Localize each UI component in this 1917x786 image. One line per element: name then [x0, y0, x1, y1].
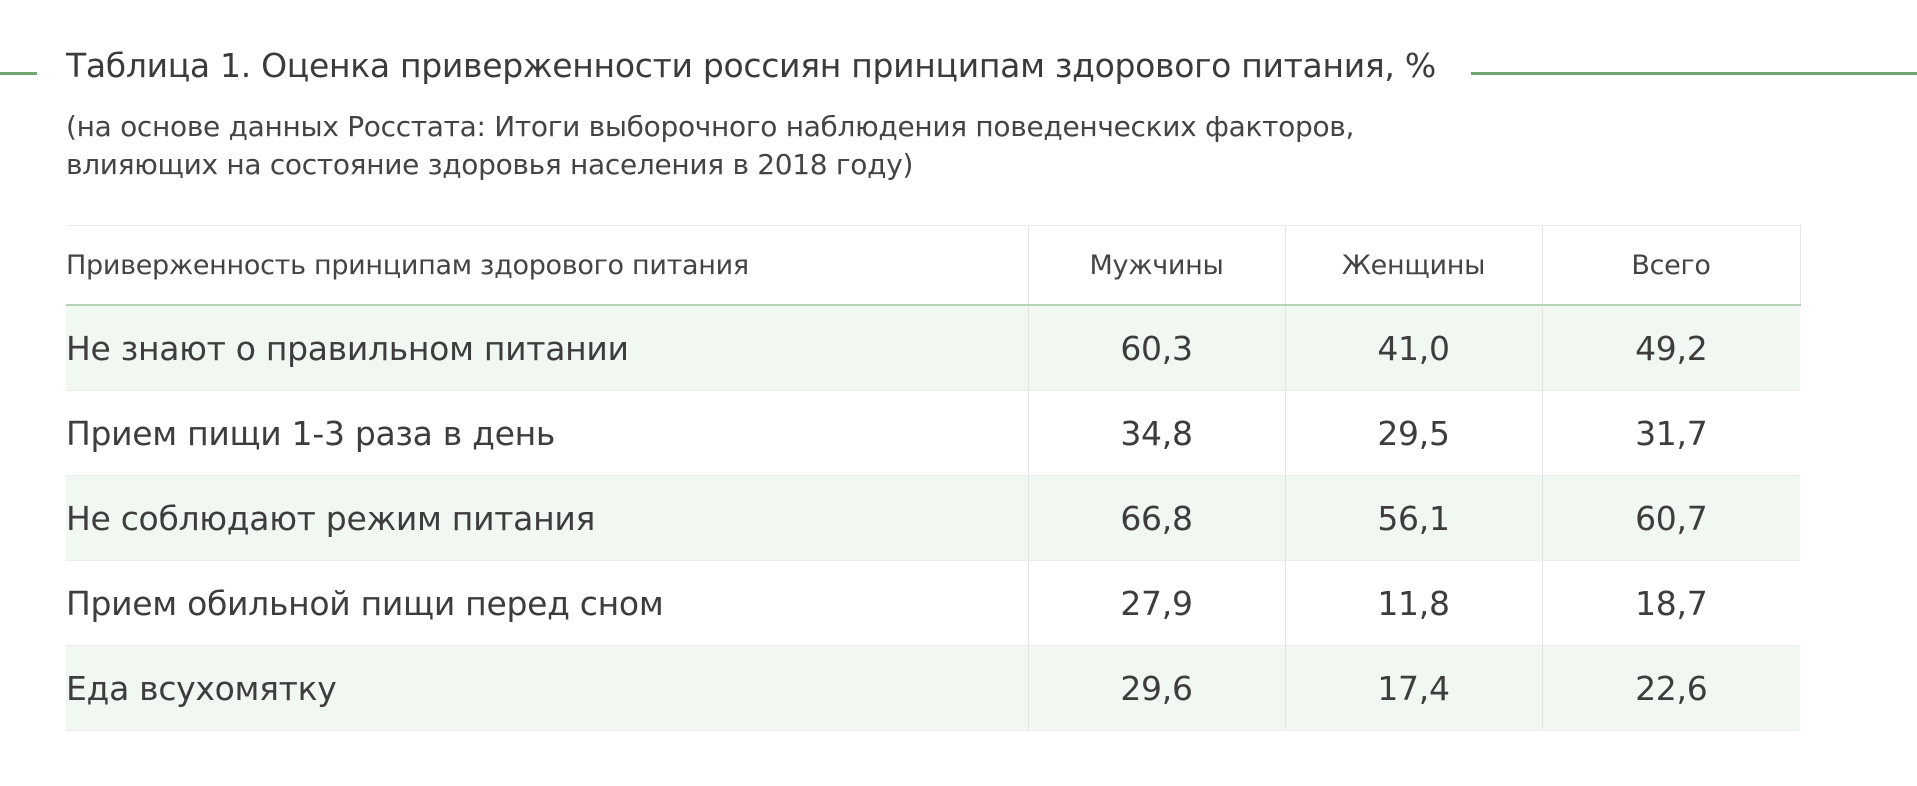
cell-men: 34,8	[1027, 390, 1285, 476]
table-subtitle: (на основе данных Росстата: Итоги выборо…	[66, 110, 1355, 181]
header-adherence: Приверженность принципам здорового питан…	[66, 225, 1028, 306]
cell-men: 27,9	[1027, 560, 1285, 646]
row-label: Прием пищи 1-3 раза в день	[66, 390, 1028, 476]
table-row: Не соблюдают режим питания 66,8 56,1 60,…	[66, 475, 1800, 561]
nutrition-table: Приверженность принципам здорового питан…	[66, 225, 1801, 731]
cell-men: 66,8	[1027, 475, 1285, 561]
cell-men: 29,6	[1027, 645, 1285, 731]
cell-men: 60,3	[1027, 305, 1285, 391]
cell-women: 17,4	[1284, 645, 1542, 731]
cell-total: 22,6	[1541, 645, 1800, 731]
table-header-row: Приверженность принципам здорового питан…	[66, 225, 1801, 306]
title-rule-left	[0, 72, 37, 75]
table-row: Прием обильной пищи перед сном 27,9 11,8…	[66, 560, 1800, 646]
header-total: Всего	[1541, 225, 1801, 306]
table-row: Еда всухомятку 29,6 17,4 22,6	[66, 645, 1800, 731]
cell-total: 60,7	[1541, 475, 1800, 561]
table-row: Прием пищи 1-3 раза в день 34,8 29,5 31,…	[66, 390, 1800, 476]
row-label: Не соблюдают режим питания	[66, 475, 1028, 561]
header-women: Женщины	[1284, 225, 1542, 306]
cell-total: 49,2	[1541, 305, 1800, 391]
table-row: Не знают о правильном питании 60,3 41,0 …	[66, 305, 1800, 391]
cell-women: 56,1	[1284, 475, 1542, 561]
row-label: Прием обильной пищи перед сном	[66, 560, 1028, 646]
cell-total: 18,7	[1541, 560, 1800, 646]
header-men: Мужчины	[1027, 225, 1285, 306]
title-rule-right	[1471, 72, 1917, 75]
cell-total: 31,7	[1541, 390, 1800, 476]
row-label: Не знают о правильном питании	[66, 305, 1028, 391]
cell-women: 41,0	[1284, 305, 1542, 391]
cell-women: 29,5	[1284, 390, 1542, 476]
cell-women: 11,8	[1284, 560, 1542, 646]
row-label: Еда всухомятку	[66, 645, 1028, 731]
table-title: Таблица 1. Оценка приверженности россиян…	[66, 46, 1436, 85]
